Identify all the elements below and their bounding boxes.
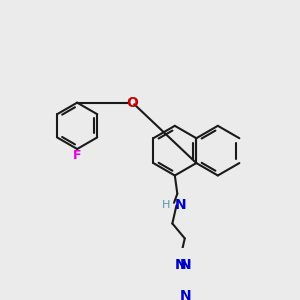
- Text: F: F: [73, 149, 81, 162]
- Text: N: N: [175, 198, 187, 212]
- Text: N: N: [175, 258, 186, 272]
- Text: O: O: [126, 97, 138, 110]
- Text: N: N: [180, 258, 191, 272]
- Text: H: H: [162, 200, 171, 210]
- Text: N: N: [180, 290, 191, 300]
